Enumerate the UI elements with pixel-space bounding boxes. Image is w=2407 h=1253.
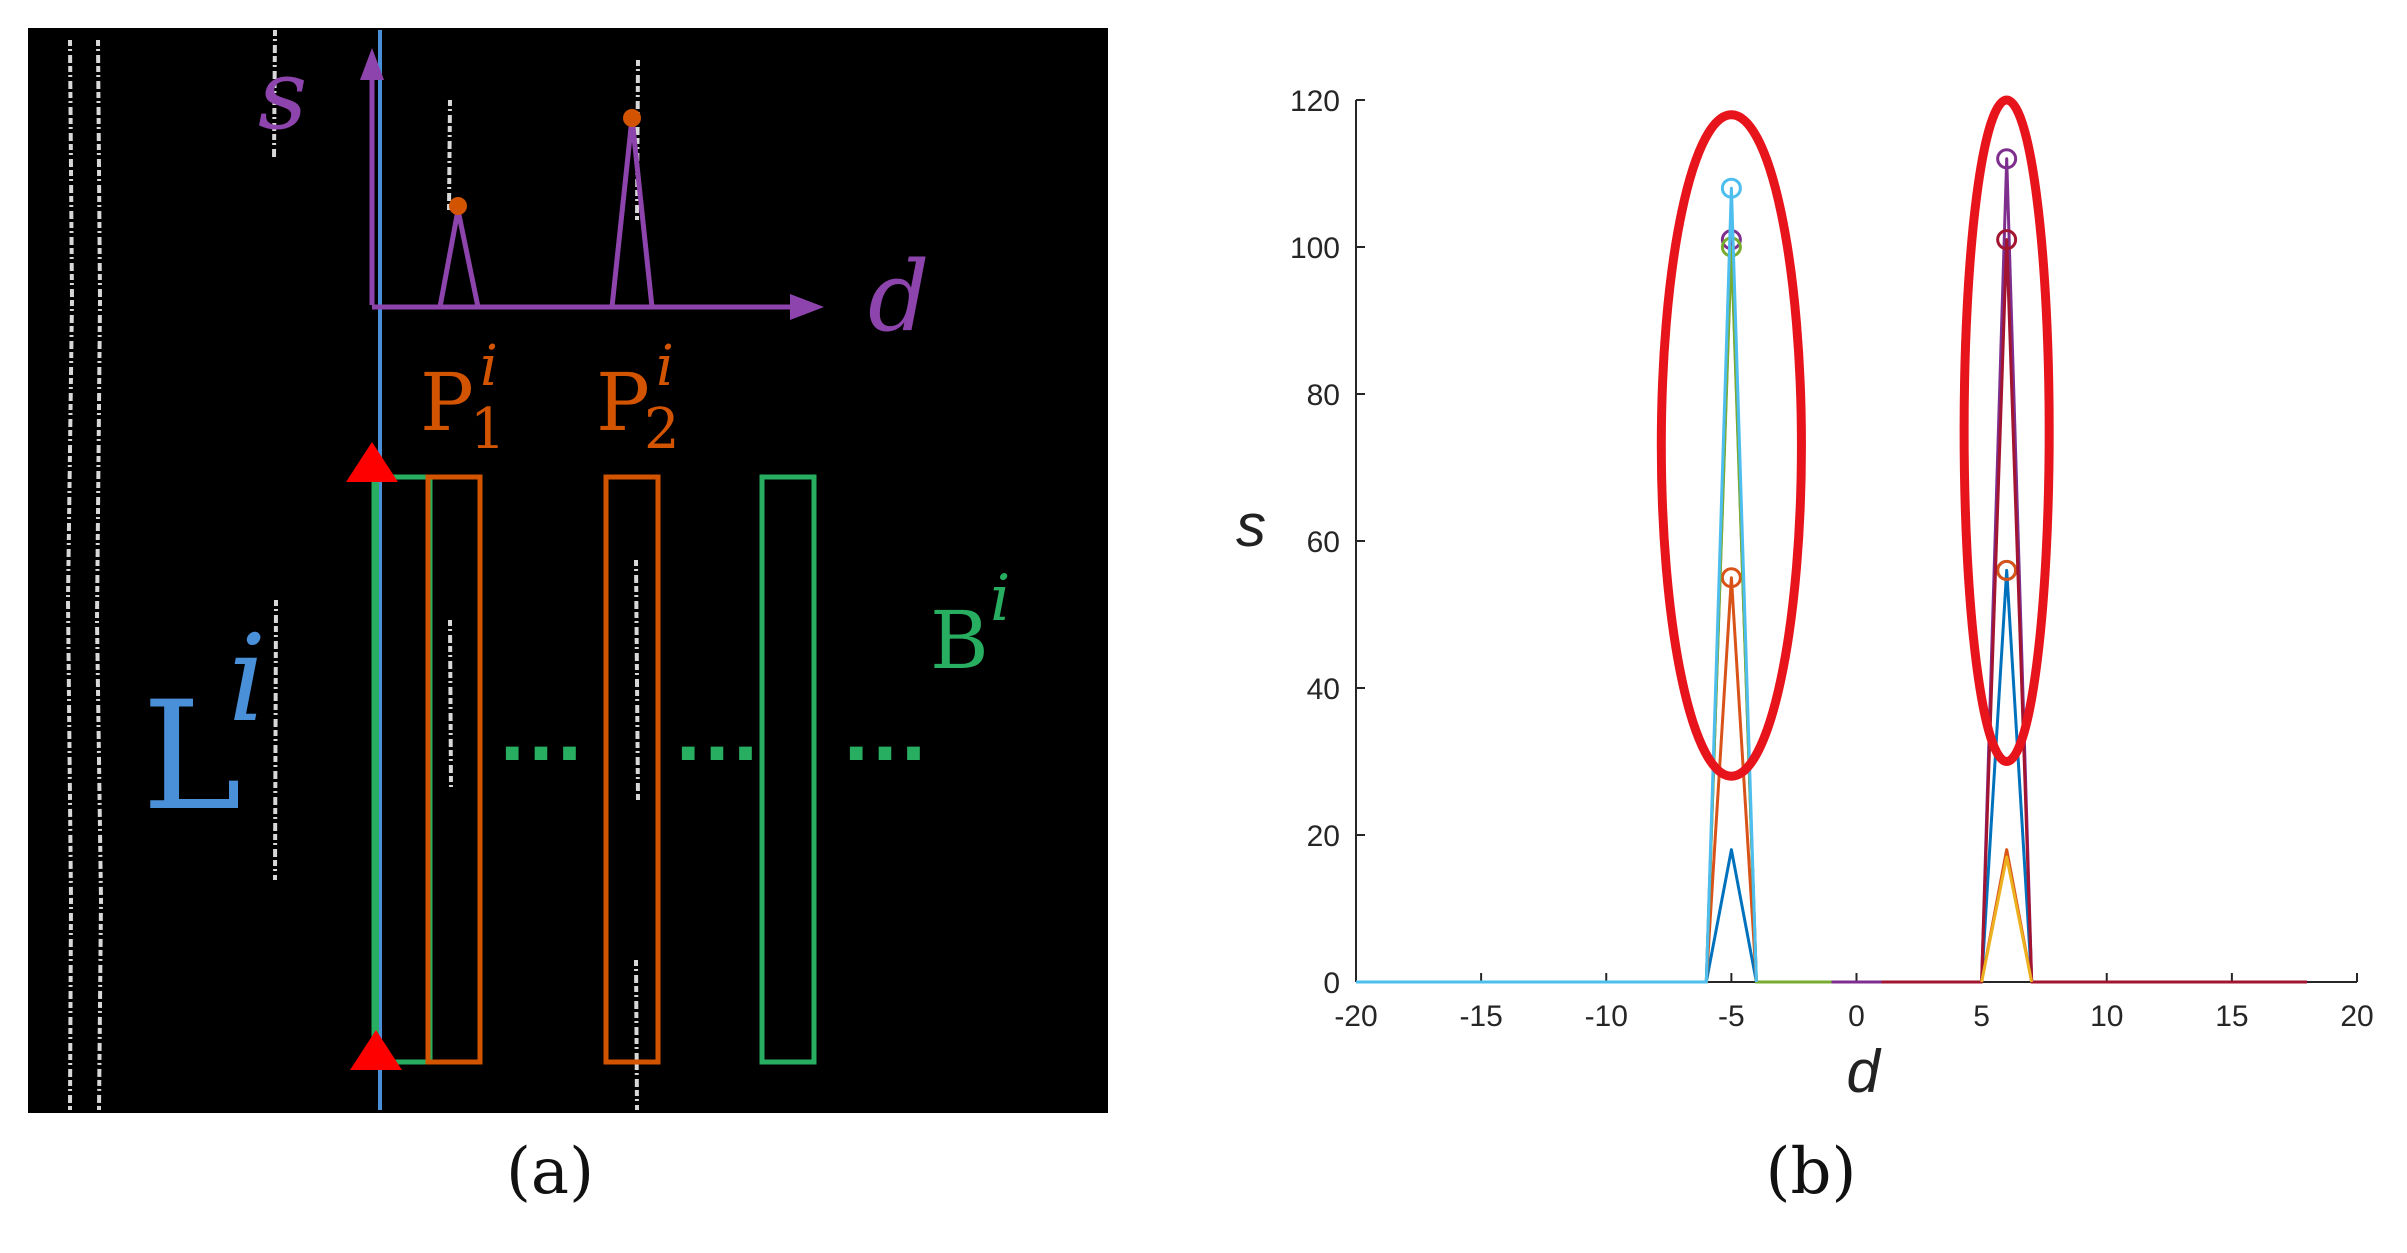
peak-marker [1996, 559, 2018, 581]
x-tick-label: 20 [2340, 1000, 2373, 1033]
peak-2-dot [623, 109, 641, 127]
peak-marker [1720, 229, 1742, 251]
highlight-ellipse [1959, 95, 2054, 766]
series-line [1356, 186, 1758, 984]
x-axis-label: d [1847, 1038, 1882, 1105]
x-tick-label: -5 [1718, 1000, 1745, 1033]
lane-marks [65, 29, 640, 1111]
green-box-last [759, 474, 817, 1065]
x-tick-label: 0 [1848, 1000, 1865, 1033]
x-tick-label: -15 [1459, 1000, 1502, 1033]
dark-background [28, 28, 1108, 1113]
peak-2-label: P 2 i [596, 334, 685, 462]
peak-marker [1720, 236, 1742, 258]
y-tick-label: 100 [1290, 232, 1340, 265]
peak-1-label: P 1 i [420, 334, 511, 462]
red-triangle-top [346, 442, 398, 482]
y-tick-label: 120 [1290, 85, 1340, 118]
peak-1-dot [449, 197, 467, 215]
peak-marker [1720, 177, 1742, 199]
peak-marker [1996, 148, 2018, 170]
highlight-ellipse [1656, 110, 1806, 781]
x-tick-label: 5 [1973, 1000, 1990, 1033]
x-tick-label: -10 [1585, 1000, 1628, 1033]
y-axis-label: s [1236, 492, 1266, 559]
orange-box-1 [425, 474, 483, 1065]
y-tick-label: 40 [1307, 673, 1340, 706]
ellipsis-1: … [496, 680, 586, 780]
d-axis-arrowhead [790, 294, 824, 320]
peak-marker [1996, 559, 2018, 581]
x-tick-label: 15 [2215, 1000, 2248, 1033]
s-axis-label: s [258, 39, 307, 151]
d-axis-label: d [868, 241, 929, 353]
panel-a-schematic: s d P 1 i P 2 i … … … L i B i [28, 28, 1108, 1113]
series-line [1356, 568, 2307, 984]
ellipsis-2: … [672, 680, 762, 780]
red-triangle-bottom [350, 1030, 402, 1070]
x-tick-label: 10 [2090, 1000, 2123, 1033]
y-tick-label: 60 [1307, 526, 1340, 559]
y-tick-label: 20 [1307, 820, 1340, 853]
axes-s-d [369, 60, 800, 310]
caption-b: (b) [1765, 1135, 1857, 1209]
series-line [1881, 238, 2307, 984]
chart-plot: 0 20 40 60 80 100 120 -20 -15 -10 -5 0 5 10 15 20 d s [1236, 85, 2374, 1105]
ellipsis-3: … [840, 680, 930, 780]
box-label: B i [930, 562, 1010, 687]
caption-a: (a) [505, 1135, 595, 1209]
y-tick-label: 80 [1307, 379, 1340, 412]
series-line [1356, 245, 1832, 984]
y-tick-label: 0 [1323, 967, 1340, 1000]
x-tick-label: -20 [1334, 1000, 1377, 1033]
s-axis-arrowhead [360, 48, 384, 80]
series-line [1356, 157, 2307, 984]
series-line [1356, 576, 2307, 984]
peak-marker [1720, 567, 1742, 589]
line-label: L i [142, 610, 266, 844]
series-line [1980, 855, 2034, 983]
peak-marker [1996, 229, 2018, 251]
orange-box-2 [603, 474, 661, 1065]
